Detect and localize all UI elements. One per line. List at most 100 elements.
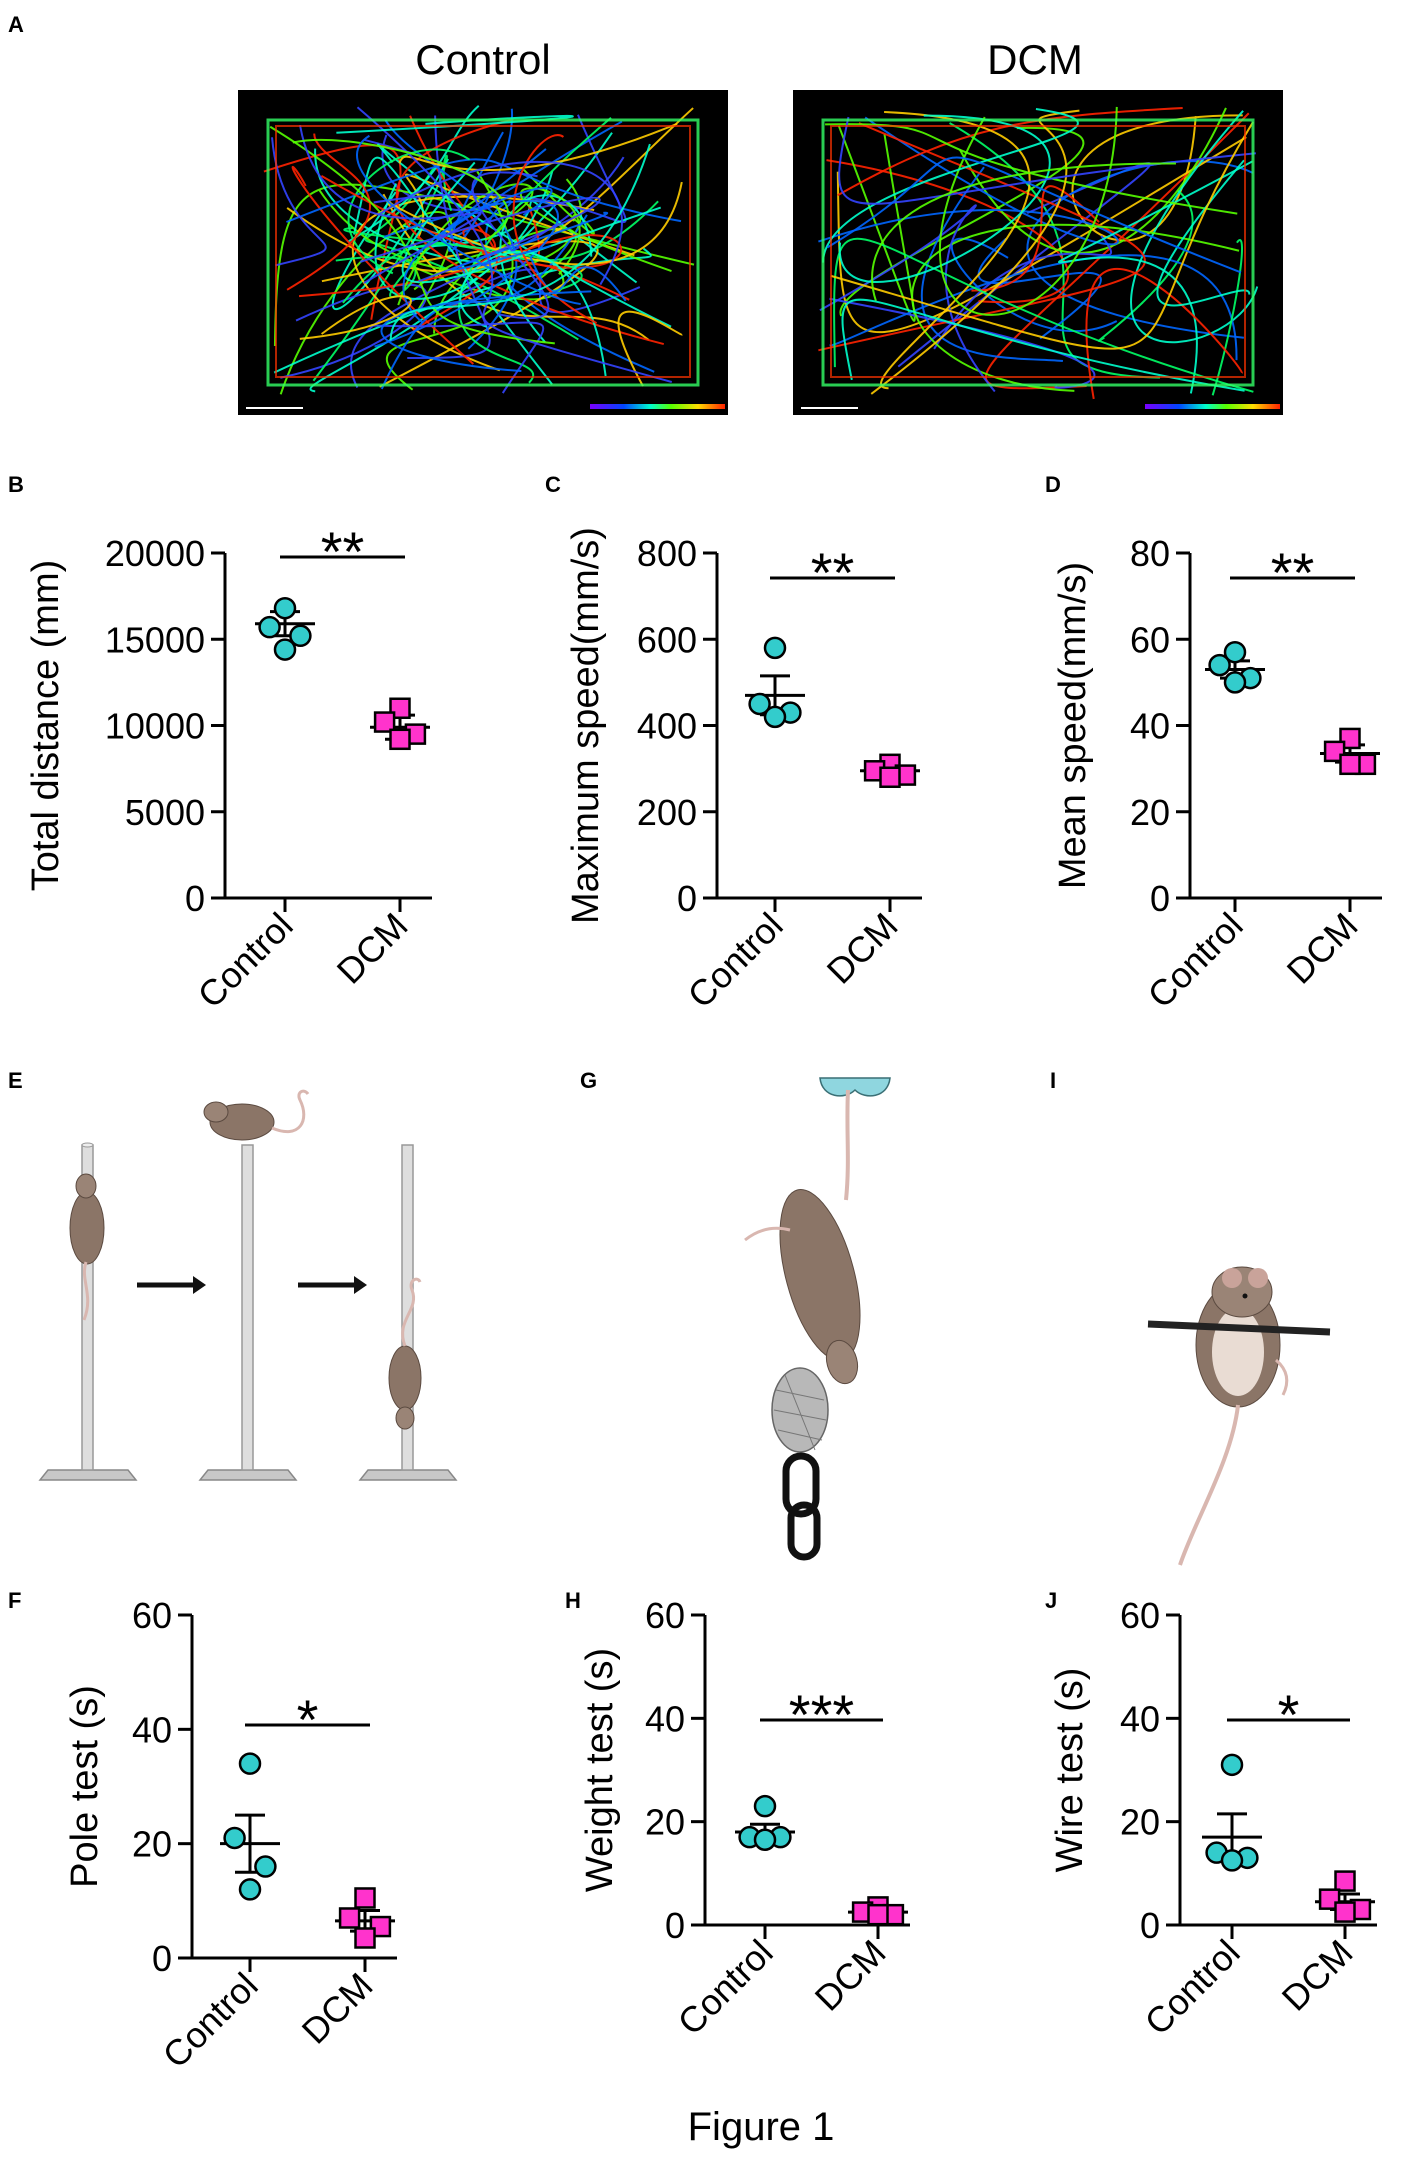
mouse-climbing-icon: [69, 1173, 105, 1321]
arena-dcm: [793, 90, 1283, 415]
movement-track: [1085, 267, 1244, 400]
data-point-dcm: [1334, 1870, 1356, 1892]
y-tick-label: 40: [1120, 1698, 1160, 1739]
x-tick-label-dcm: DCM: [1274, 1932, 1361, 2019]
x-tick-label-dcm: DCM: [329, 905, 416, 992]
x-tick-label-dcm: DCM: [1279, 905, 1366, 992]
pole-test-illustration: [38, 1089, 458, 1481]
significance-label: **: [1271, 541, 1315, 604]
panel-letter-h: H: [565, 1588, 581, 1613]
significance-label: *: [297, 1688, 319, 1751]
y-axis-title: Wire test (s): [1049, 1668, 1091, 1873]
movement-track: [458, 116, 612, 384]
y-tick-label: 0: [665, 1905, 685, 1946]
data-point-control: [1223, 640, 1247, 664]
chart-maximum-speed: 0 200 400 600 800 Control DCM Maximum speed(mm/…: [565, 527, 922, 1016]
x-tick-label-dcm: DCM: [807, 1932, 894, 2019]
significance-label: **: [811, 541, 855, 604]
arena-dcm-speed-colorbar: [1145, 404, 1280, 409]
y-tick-label: 60: [1120, 1595, 1160, 1636]
x-tick-label-control: Control: [1140, 905, 1251, 1016]
data-point-dcm: [1334, 1901, 1356, 1923]
data-point-control: [1220, 1753, 1244, 1777]
arena-control-tracks: [263, 105, 700, 395]
y-tick-label: 40: [645, 1698, 685, 1739]
data-point-dcm: [338, 1907, 361, 1929]
data-point-control: [254, 1855, 277, 1878]
x-tick-label-dcm: DCM: [819, 905, 906, 992]
movement-track: [617, 310, 684, 387]
arrow-1-icon: [137, 1276, 206, 1294]
movement-track: [838, 116, 1256, 205]
movement-track: [395, 118, 665, 346]
panel-letter-j: J: [1045, 1588, 1057, 1613]
significance-label: ***: [789, 1683, 854, 1746]
movement-track: [373, 114, 627, 224]
data-point-control: [223, 1826, 246, 1850]
y-tick-label: 0: [1150, 878, 1170, 919]
arena-edge-trail: [821, 118, 1255, 387]
y-tick-label: 5000: [125, 792, 205, 833]
movement-track: [825, 123, 1238, 215]
movement-track: [320, 175, 623, 269]
y-tick-label: 200: [637, 792, 697, 833]
x-tick-label-control: Control: [190, 905, 301, 1016]
movement-track: [1130, 110, 1259, 344]
figure-caption: Figure 1: [688, 2105, 835, 2149]
data-point-control: [273, 638, 297, 661]
chart-pole-test: 0 20 40 60 Control DCM Pole test (s) *: [64, 1595, 397, 2076]
chain-links-icon: [782, 1452, 821, 1561]
movement-track: [359, 196, 601, 283]
movement-track: [402, 187, 553, 324]
data-point-control: [1220, 1849, 1244, 1872]
data-point-control: [1208, 653, 1231, 677]
movement-track: [880, 111, 1031, 390]
x-tick-label-control: Control: [1137, 1932, 1248, 2043]
y-tick-label: 60: [132, 1595, 172, 1636]
movement-track: [349, 156, 625, 389]
movement-track: [380, 214, 588, 390]
panel-letter-b: B: [8, 472, 24, 497]
movement-track: [356, 106, 673, 383]
wire-mesh-weight-icon: [771, 1367, 829, 1453]
y-axis-title: Maximum speed(mm/s): [565, 527, 607, 924]
data-point-control: [289, 624, 312, 648]
movement-track: [939, 106, 1118, 316]
data-point-dcm: [373, 711, 396, 733]
y-tick-label: 40: [1130, 706, 1170, 747]
y-tick-label: 800: [637, 533, 697, 574]
panel-letter-f: F: [8, 1588, 21, 1613]
pole-stand-3: [358, 1144, 458, 1481]
y-axis-title: Mean speed(mm/s): [1052, 562, 1094, 889]
holding-fingers-icon: [819, 1077, 891, 1097]
movement-track: [286, 133, 371, 291]
y-tick-label: 0: [677, 878, 697, 919]
movement-track: [377, 160, 623, 286]
y-axis-title: Total distance (mm): [25, 560, 67, 892]
data-point-control: [748, 692, 771, 716]
chart-wire-test: 0 20 40 60 Control DCM Wire test (s) *: [1049, 1595, 1377, 2043]
arena-edge-trail: [830, 125, 1246, 378]
data-point-control: [763, 636, 787, 660]
movement-track: [830, 121, 1254, 350]
arena-title-dcm: DCM: [987, 36, 1083, 83]
movement-track: [841, 298, 1245, 392]
movement-track: [829, 254, 1238, 361]
movement-track: [984, 112, 1250, 390]
movement-track: [269, 125, 555, 345]
data-point-dcm: [354, 1927, 376, 1949]
data-point-control: [273, 596, 297, 620]
data-point-control: [753, 1828, 777, 1851]
arena-edge-trail: [266, 118, 700, 387]
panel-letter-d: D: [1045, 472, 1061, 497]
movement-track: [347, 148, 471, 275]
data-point-control: [763, 705, 787, 729]
y-tick-label: 20: [1120, 1802, 1160, 1843]
panel-letter-c: C: [545, 472, 561, 497]
pole-stand-2: [198, 1144, 298, 1481]
mouse-on-wire-icon: [1178, 1266, 1289, 1566]
movement-track: [451, 211, 608, 271]
arena-dcm-tracks: [818, 106, 1259, 400]
data-point-dcm: [1339, 753, 1361, 776]
